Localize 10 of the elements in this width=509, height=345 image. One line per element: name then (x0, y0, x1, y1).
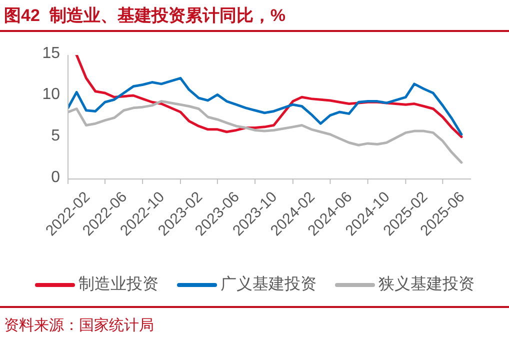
y-tick-label: 15 (42, 44, 60, 62)
legend-label: 广义基建投资 (220, 274, 316, 295)
legend-label: 制造业投资 (78, 274, 158, 295)
chart-title: 图42 制造业、基建投资累计同比，% (4, 5, 286, 27)
y-tick-label: 10 (42, 86, 60, 104)
legend-label: 狭义基建投资 (378, 274, 474, 295)
line-series (68, 76, 463, 136)
text: 资料来源：国家统计局 (4, 316, 154, 335)
y-tick-label: 0 (51, 168, 60, 186)
y-tick-label: 5 (51, 127, 60, 144)
